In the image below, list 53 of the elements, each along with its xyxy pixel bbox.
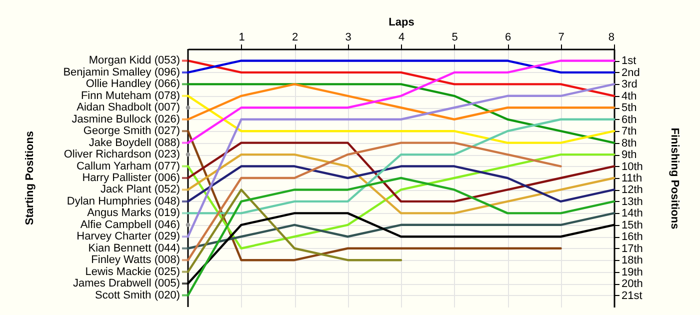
legend-label: George Smith (027): [83, 125, 180, 138]
x-tick-label: 3: [345, 32, 352, 44]
series-label: Aidan Shadbolt (007): [76, 102, 180, 114]
y-tick-label: 4th: [622, 90, 637, 102]
y-tick-label: 2nd: [622, 66, 640, 79]
legend-label: Jake Boydell (088): [88, 136, 180, 149]
y-tick-label: 13th: [622, 196, 643, 208]
legend-label: Finley Watts (008): [91, 254, 180, 266]
legend-label: Harvey Charter (029): [76, 230, 180, 243]
legend-label: Benjamin Smalley (096): [63, 66, 180, 78]
y-tick-label: 9th: [622, 149, 637, 162]
legend-label: James Drabwell (005): [73, 278, 180, 290]
legend-label: Kian Bennett (044): [88, 242, 180, 254]
x-axis-title: Laps: [388, 16, 414, 28]
y-tick-label: 17th: [622, 242, 643, 255]
y-tick-label: 19th: [622, 266, 643, 278]
x-tick-label: 4: [398, 32, 405, 44]
legend-label: Scott Smith (020): [95, 289, 180, 302]
y-tick-label: 16th: [622, 231, 643, 244]
legend-label: Lewis Mackie (025): [85, 266, 180, 278]
text: Starting Positions: [24, 130, 36, 226]
legend-label: Jack Plant (052): [100, 184, 180, 196]
y-tick-label: 14th: [622, 208, 643, 220]
x-tick-label: 2: [292, 32, 298, 44]
y-tick-label: 5th: [622, 102, 637, 114]
y-tick-label: 21st: [622, 290, 642, 302]
legend-label: Morgan Kidd (053): [88, 54, 180, 67]
x-tick-label: 7: [558, 32, 564, 44]
y-tick-label: 18th: [622, 254, 643, 267]
y-axis-title: Finishing Positions: [668, 128, 680, 230]
legend-label: Angus Marks (019): [87, 207, 180, 220]
y-tick-label: 20th: [622, 278, 643, 290]
x-tick-label: 6: [504, 32, 512, 44]
x-tick-label: 1: [238, 32, 245, 44]
x-tick-label: 5: [452, 32, 458, 44]
y-tick-label: 12th: [622, 184, 643, 196]
legend-label: Dylan Humphries (048): [66, 195, 180, 208]
y-tick-label: 10th: [622, 160, 643, 173]
legend-label: Callum Yarham (077): [76, 160, 180, 172]
y-tick-label: 3rd: [622, 78, 638, 91]
legend-label: Ollie Handley (066): [86, 78, 180, 90]
x-tick-label: 8: [608, 32, 614, 44]
y-tick-label: 7th: [622, 126, 637, 138]
y-tick-label: 1st: [622, 55, 636, 68]
y-tick-label: 15th: [622, 219, 643, 232]
legend-label: Harry Pallister (006): [82, 172, 180, 184]
legend-label: Jasmine Bullock (026): [72, 113, 180, 126]
series-label: Oliver Richardson (023): [64, 148, 180, 161]
y-tick-label: 11th: [622, 172, 642, 184]
legend-label: Finn Muteham (078): [80, 90, 180, 102]
y-tick-label: 6th: [622, 114, 637, 126]
y-tick-label: 8th: [622, 137, 637, 150]
series-label: Alfie Campbell (046): [80, 218, 180, 231]
